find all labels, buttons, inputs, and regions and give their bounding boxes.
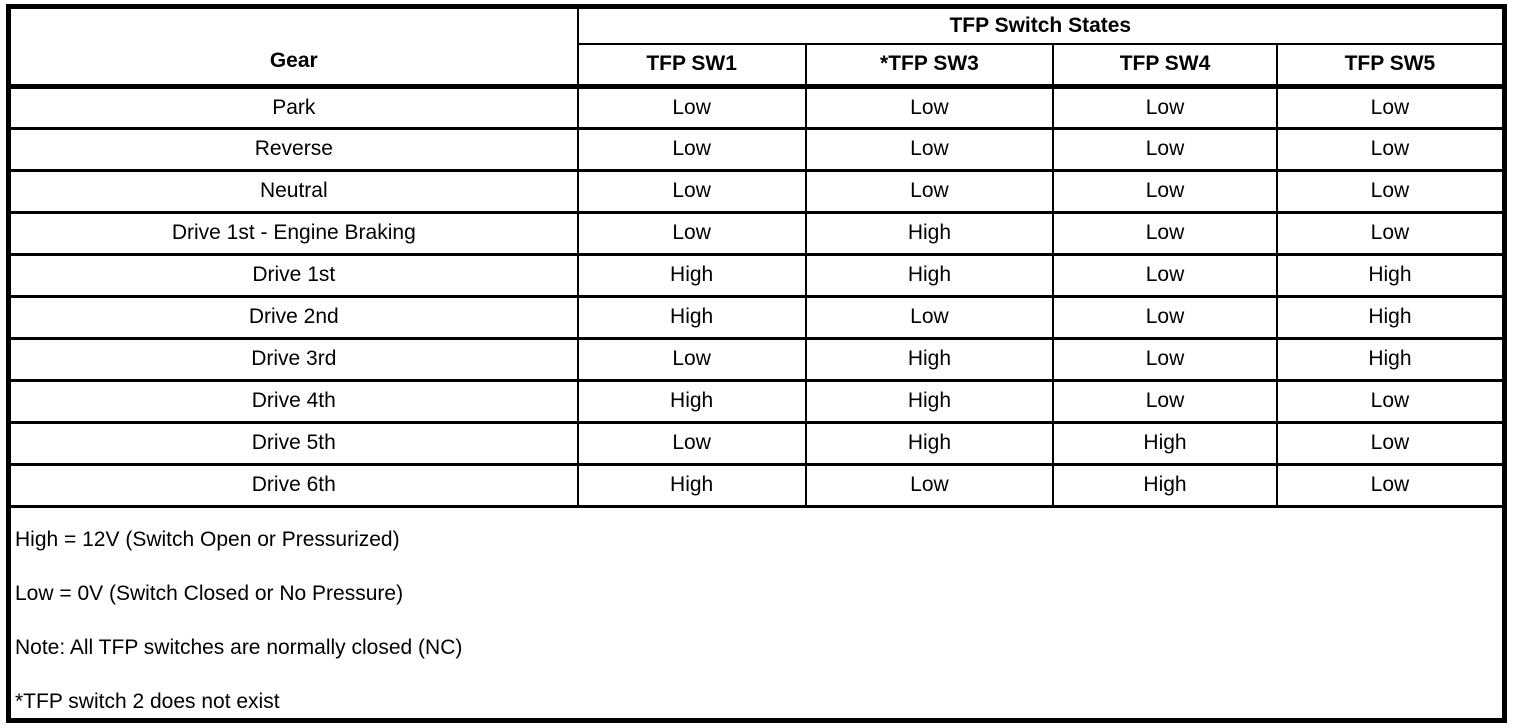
state-cell: Low [577,422,807,466]
state-cell: Low [805,86,1055,130]
state-cell: High [577,380,807,424]
gear-cell: Neutral [11,170,579,214]
state-cell: Low [1276,86,1502,130]
state-cell: Low [1276,170,1502,214]
switch-states-group-header: TFP Switch States [577,9,1502,45]
state-cell: High [1276,254,1502,298]
state-cell: High [805,338,1055,382]
gear-cell: Drive 6th [11,464,579,508]
gear-column-header: Gear [11,9,579,89]
state-cell: Low [1053,254,1278,298]
gear-cell: Drive 1st [11,254,579,298]
state-cell: Low [1053,212,1278,256]
note-switch2-absent: *TFP switch 2 does not exist [15,689,280,713]
state-cell: High [1276,296,1502,340]
table-frame: Gear TFP Switch States TFP SW1 *TFP SW3 … [6,4,1507,723]
state-cell: Low [805,296,1055,340]
table-row: Drive 1st - Engine Braking Low High Low Low [11,212,1502,256]
state-cell: High [1053,422,1278,466]
state-cell: Low [577,128,807,172]
table-row: Drive 4th High High Low Low [11,380,1502,424]
state-cell: Low [805,464,1055,508]
state-cell: Low [1053,296,1278,340]
state-cell: Low [577,86,807,130]
state-cell: High [1053,464,1278,508]
state-cell: High [577,254,807,298]
footnotes: High = 12V (Switch Open or Pressurized) … [11,508,1502,719]
state-cell: Low [1053,170,1278,214]
table-row: Reverse Low Low Low Low [11,128,1502,172]
header-group-row: Gear TFP Switch States [11,9,1502,89]
state-cell: High [805,254,1055,298]
table-row: Drive 3rd Low High Low High [11,338,1502,382]
table-row: Neutral Low Low Low Low [11,170,1502,214]
state-cell: High [805,380,1055,424]
state-cell: High [1276,338,1502,382]
note-low-definition: Low = 0V (Switch Closed or No Pressure) [15,581,404,605]
state-cell: High [805,422,1055,466]
state-cell: High [805,212,1055,256]
state-cell: Low [1053,128,1278,172]
state-cell: High [577,464,807,508]
state-cell: Low [1053,86,1278,130]
header-columns-row: TFP SW1 *TFP SW3 TFP SW4 TFP SW5 [11,44,1502,89]
state-cell: Low [577,338,807,382]
column-header-tfp-sw5: TFP SW5 [1276,44,1502,89]
state-cell: Low [1276,422,1502,466]
state-cell: Low [1276,212,1502,256]
note-high-definition: High = 12V (Switch Open or Pressurized) [15,527,400,551]
state-cell: Low [1053,338,1278,382]
state-cell: Low [805,128,1055,172]
gear-cell: Park [11,86,579,130]
column-header-tfp-sw3: *TFP SW3 [805,44,1055,89]
table-row: Drive 5th Low High High Low [11,422,1502,466]
note-normally-closed: Note: All TFP switches are normally clos… [15,635,463,659]
gear-cell: Drive 5th [11,422,579,466]
gear-cell: Drive 4th [11,380,579,424]
state-cell: Low [1276,380,1502,424]
table-row: Drive 6th High Low High Low [11,464,1502,508]
state-cell: Low [805,170,1055,214]
gear-table-body: Park Low Low Low Low Reverse Low Low Low Low Neutr… [11,86,1502,508]
state-cell: Low [577,212,807,256]
table-row: Park Low Low Low Low [11,86,1502,130]
table-row: Drive 1st High High Low High [11,254,1502,298]
column-header-tfp-sw4: TFP SW4 [1053,44,1278,89]
gear-cell: Reverse [11,128,579,172]
tfp-switch-states-table: Gear TFP Switch States TFP SW1 *TFP SW3 … [11,9,1502,508]
gear-cell: Drive 3rd [11,338,579,382]
gear-cell: Drive 1st - Engine Braking [11,212,579,256]
state-cell: Low [1276,464,1502,508]
state-cell: Low [1276,128,1502,172]
state-cell: Low [577,170,807,214]
table-row: Drive 2nd High Low Low High [11,296,1502,340]
column-header-tfp-sw1: TFP SW1 [577,44,807,89]
gear-cell: Drive 2nd [11,296,579,340]
state-cell: High [577,296,807,340]
state-cell: Low [1053,380,1278,424]
